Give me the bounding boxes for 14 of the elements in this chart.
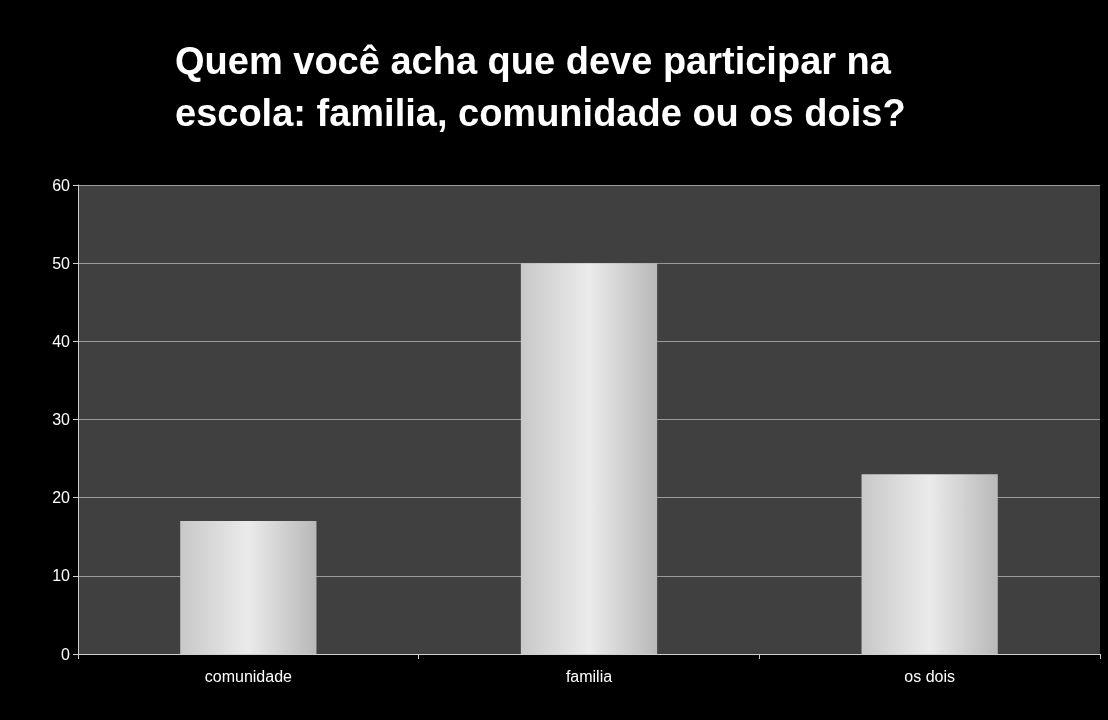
y-tick-label: 60 xyxy=(52,176,71,194)
bar xyxy=(861,474,998,654)
y-tick-label: 10 xyxy=(52,567,71,585)
chart-title: Quem você acha que deve participar na escola: familia, comunidade ou os dois? xyxy=(175,40,906,134)
y-tick-label: 50 xyxy=(52,254,71,272)
x-tick-label: os dois xyxy=(904,667,956,685)
bar xyxy=(520,263,658,654)
bar xyxy=(180,521,317,654)
x-tick-label: comunidade xyxy=(204,667,293,685)
y-tick-label: 30 xyxy=(52,411,71,428)
x-tick-label: familia xyxy=(565,667,613,685)
y-tick-label: 40 xyxy=(52,332,71,350)
y-tick-label: 20 xyxy=(52,489,71,507)
y-tick-label: 0 xyxy=(61,645,71,663)
